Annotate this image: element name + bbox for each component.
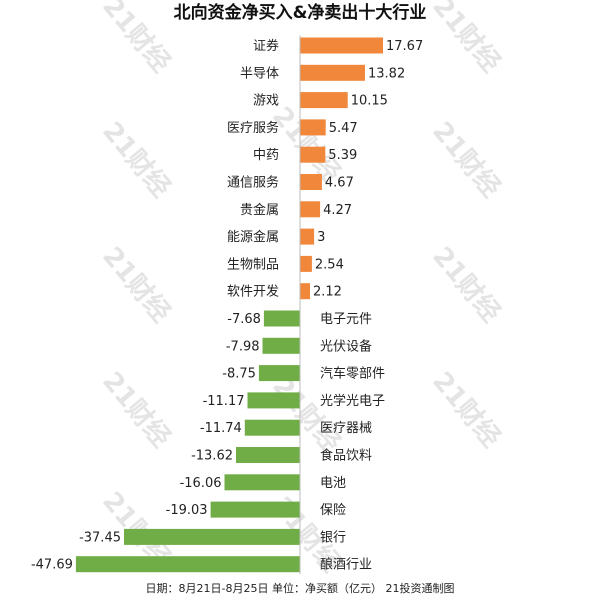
category-label: 游戏 (253, 94, 279, 109)
footer-note: 日期：8月21日-8月25日 单位：净买额（亿元） 21投资通制图 (146, 581, 455, 595)
category-label: 光伏设备 (320, 338, 372, 354)
watermark-text: 21财经 (96, 241, 176, 328)
bar-18 (210, 501, 300, 518)
bar-14 (247, 392, 300, 409)
category-label: 银行 (320, 530, 346, 545)
value-label: -47.69 (31, 558, 73, 573)
value-label: 5.47 (329, 121, 358, 136)
category-label: 光学光电子 (320, 393, 385, 409)
category-label: 电池 (320, 476, 346, 491)
bars-layer: 证券 17.67 半导体 13.82 游戏 10.15 医疗服务 5.47 中药 5.39 通信服务… (31, 37, 423, 573)
value-label: 13.82 (368, 66, 405, 81)
value-label: 4.67 (325, 176, 354, 191)
value-label: -11.74 (200, 421, 242, 436)
bar-15 (244, 419, 300, 436)
bar-3 (300, 92, 348, 109)
value-label: 2.54 (315, 257, 344, 272)
category-label: 贵金属 (240, 202, 279, 218)
watermark-text: 21财经 (96, 116, 176, 203)
value-label: -16.06 (180, 476, 222, 491)
category-label: 中药 (253, 148, 279, 163)
bar-16 (236, 447, 300, 463)
category-label: 保险 (320, 503, 346, 518)
category-label: 半导体 (240, 66, 279, 81)
value-label: -11.17 (203, 394, 245, 409)
bar-2 (300, 64, 365, 81)
category-label: 软件开发 (227, 284, 279, 300)
bar-9 (300, 255, 312, 272)
value-label: -37.45 (79, 530, 121, 545)
bar-20 (75, 556, 301, 573)
value-label: -8.75 (222, 367, 256, 382)
value-label: -19.03 (166, 503, 208, 518)
category-label: 食品饮料 (320, 448, 372, 464)
bar-13 (258, 365, 300, 382)
category-label: 医疗器械 (320, 421, 372, 436)
bar-5 (300, 146, 326, 163)
chart-title: 北向资金净买入&净卖出十大行业 (174, 2, 427, 23)
bar-12 (262, 337, 300, 354)
category-label: 通信服务 (227, 175, 279, 191)
category-label: 生物制品 (227, 257, 279, 272)
watermark-text: 21财经 (426, 241, 506, 328)
bar-10 (300, 283, 310, 300)
value-label: -7.68 (227, 312, 261, 327)
category-label: 能源金属 (227, 229, 279, 245)
value-label: 2.12 (313, 285, 342, 300)
category-label: 电子元件 (320, 312, 372, 327)
watermark-text: 21财经 (96, 366, 176, 453)
value-label: 3 (317, 230, 325, 245)
bar-6 (300, 174, 322, 190)
value-label: 17.67 (386, 39, 423, 54)
watermark-text: 21财经 (426, 116, 506, 203)
category-label: 酿酒行业 (320, 557, 372, 573)
value-label: -13.62 (191, 449, 233, 464)
bar-11 (263, 310, 300, 327)
category-label: 医疗服务 (227, 120, 279, 136)
value-label: 5.39 (328, 148, 357, 163)
bar-4 (300, 119, 326, 136)
category-label: 汽车零部件 (320, 366, 385, 382)
value-label: 4.27 (323, 203, 352, 218)
value-label: -7.98 (226, 339, 260, 354)
category-label: 证券 (253, 38, 279, 54)
bar-17 (224, 474, 300, 491)
value-label: 10.15 (351, 94, 388, 109)
bar-8 (300, 228, 315, 245)
bar-19 (124, 528, 300, 545)
watermark-text: 21财经 (426, 366, 506, 453)
watermark-text: 21财经 (426, 0, 506, 78)
watermark-text: 21财经 (96, 0, 176, 78)
bar-1 (300, 37, 383, 54)
watermark-text: 21财经 (266, 371, 346, 458)
bar-7 (300, 201, 321, 218)
